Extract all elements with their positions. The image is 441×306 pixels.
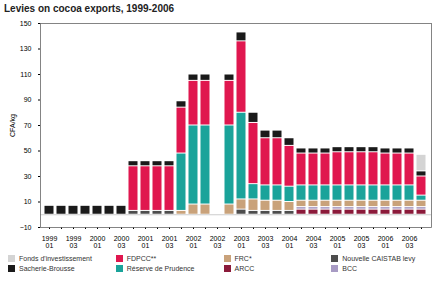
svg-text:200501: 200501 bbox=[330, 235, 346, 249]
svg-text:130: 130 bbox=[20, 45, 32, 52]
svg-text:−10: −10 bbox=[20, 224, 32, 231]
svg-text:200003: 200003 bbox=[114, 235, 130, 249]
svg-text:30: 30 bbox=[24, 173, 32, 180]
svg-text:200201: 200201 bbox=[186, 235, 202, 249]
svg-text:200401: 200401 bbox=[282, 235, 298, 249]
html-text:Levies on cocoa exports, 1999-: Levies on cocoa exports, 1999-2006 bbox=[4, 3, 175, 14]
svg-text:200001: 200001 bbox=[90, 235, 106, 249]
svg-text:200301: 200301 bbox=[234, 235, 250, 249]
svg-text:200101: 200101 bbox=[138, 235, 154, 249]
svg-text:200303: 200303 bbox=[258, 235, 274, 249]
html-text:Sacherie-Brousse: Sacherie-Brousse bbox=[19, 265, 75, 272]
svg-text:200403: 200403 bbox=[306, 235, 322, 249]
svg-text:199903: 199903 bbox=[66, 235, 82, 249]
svg-text:110: 110 bbox=[20, 71, 31, 78]
svg-text:CFA/kg: CFA/kg bbox=[9, 114, 17, 137]
svg-text:90: 90 bbox=[24, 96, 32, 103]
svg-text:200603: 200603 bbox=[402, 235, 418, 249]
svg-text:50: 50 bbox=[24, 147, 32, 154]
svg-text:70: 70 bbox=[24, 122, 32, 129]
html-text:FRC*: FRC* bbox=[234, 255, 252, 262]
html-text:Réserve de Prudence: Réserve de Prudence bbox=[126, 265, 195, 272]
svg-text:200601: 200601 bbox=[378, 235, 394, 249]
html-text:BCC: BCC bbox=[342, 265, 357, 272]
html-text:Nouvelle CAISTAB levy: Nouvelle CAISTAB levy bbox=[342, 255, 416, 262]
svg-text:150: 150 bbox=[20, 20, 32, 27]
html-text:ARCC: ARCC bbox=[234, 265, 255, 272]
html-text:FDPCC**: FDPCC** bbox=[126, 255, 157, 262]
html-text:Fonds d'investissement: Fonds d'investissement bbox=[19, 255, 92, 262]
svg-text:199901: 199901 bbox=[42, 235, 58, 249]
svg-text:200103: 200103 bbox=[162, 235, 178, 249]
svg-text:200503: 200503 bbox=[354, 235, 370, 249]
svg-text:10: 10 bbox=[24, 198, 32, 205]
svg-text:200203: 200203 bbox=[210, 235, 226, 249]
